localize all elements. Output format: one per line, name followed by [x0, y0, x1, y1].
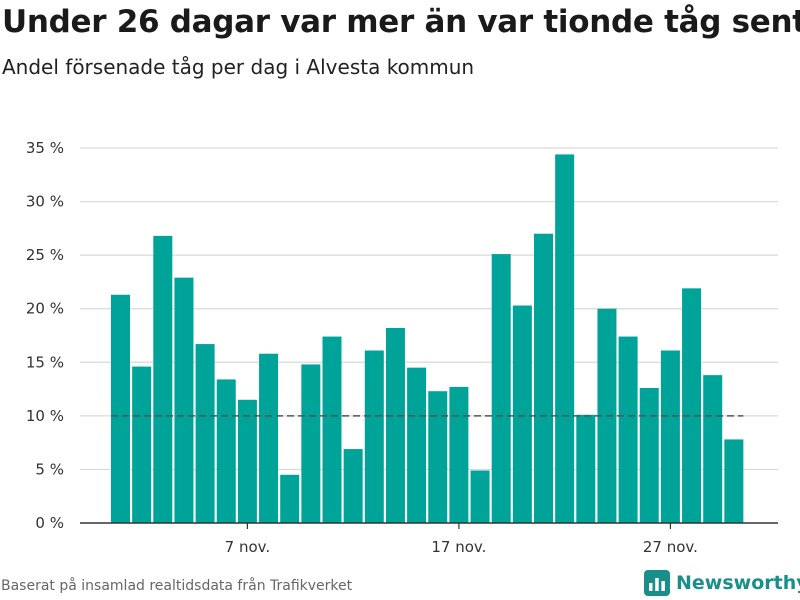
y-tick-label: 35 % — [26, 139, 64, 157]
bar — [385, 328, 405, 523]
bar — [259, 353, 279, 523]
brand-logo: Newsworthy — [644, 570, 800, 596]
source-note: Baserat på insamlad realtidsdata från Tr… — [1, 578, 353, 594]
x-tick-label: 7 nov. — [225, 538, 270, 556]
y-tick-label: 30 % — [26, 193, 64, 211]
bar — [470, 470, 490, 523]
bar — [555, 154, 575, 523]
bar — [111, 294, 130, 523]
bar — [174, 277, 194, 523]
y-tick-label: 20 % — [26, 300, 64, 318]
bar — [682, 288, 702, 523]
bar — [237, 399, 257, 523]
bar — [322, 336, 342, 523]
x-tick-label: 27 nov. — [643, 538, 698, 556]
y-tick-label: 25 % — [26, 246, 64, 264]
bar — [660, 350, 680, 523]
y-tick-label: 0 % — [35, 514, 64, 532]
bar — [618, 336, 638, 523]
brand-name: Newsworthy — [676, 572, 800, 594]
bar — [301, 364, 321, 523]
bar — [428, 391, 448, 523]
bars — [111, 154, 744, 524]
bar — [364, 350, 384, 523]
bar — [449, 386, 469, 523]
bar — [216, 379, 236, 523]
x-tick-label: 17 nov. — [431, 538, 486, 556]
x-axis-tick-labels: 7 nov. 17 nov. 27 nov. — [225, 523, 698, 556]
y-tick-label: 10 % — [26, 407, 64, 425]
bar — [724, 439, 744, 523]
bar — [512, 305, 532, 523]
bar — [343, 449, 363, 523]
y-tick-label: 5 % — [35, 460, 64, 478]
bar — [576, 414, 596, 523]
y-axis-tick-labels: 0 % 5 % 10 % 15 % 20 % 25 % 30 % 35 % — [26, 139, 64, 532]
bar — [132, 366, 152, 523]
chart-subtitle: Andel försenade tåg per dag i Alvesta ko… — [2, 55, 475, 79]
bar — [407, 367, 427, 523]
bar — [639, 388, 659, 523]
bar — [153, 235, 173, 523]
bar — [491, 254, 511, 524]
bar-chart-logo-icon — [644, 570, 670, 596]
y-tick-label: 15 % — [26, 353, 64, 371]
bar — [195, 344, 215, 523]
chart-title: Under 26 dagar var mer än var tionde tåg… — [2, 4, 800, 40]
bar — [280, 474, 300, 523]
bar — [534, 233, 553, 523]
bar — [703, 375, 723, 523]
